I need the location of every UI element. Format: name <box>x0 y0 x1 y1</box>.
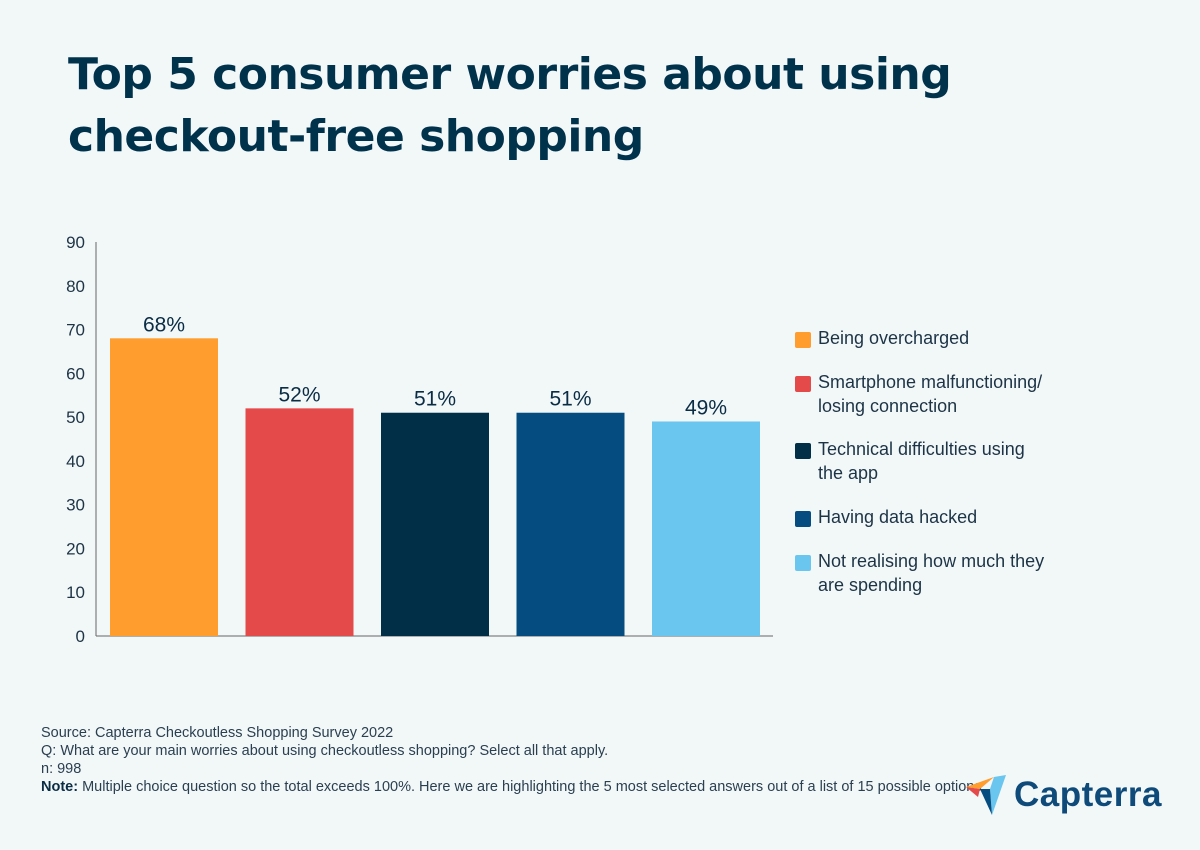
data-label: 68% <box>143 313 185 336</box>
bar <box>110 338 218 636</box>
y-tick-label: 0 <box>76 627 85 646</box>
question-text: Q: What are your main worries about usin… <box>41 743 609 759</box>
y-tick-label: 80 <box>66 277 85 296</box>
data-label: 51% <box>549 388 591 411</box>
source-text: Source: Capterra Checkoutless Shopping S… <box>41 725 394 741</box>
legend-item: Being overcharged <box>795 326 1095 350</box>
y-tick-label: 60 <box>66 364 85 383</box>
note-text: Note: Multiple choice question so the to… <box>41 778 986 796</box>
bar <box>381 412 489 636</box>
y-tick-label: 10 <box>66 583 85 602</box>
legend-swatch <box>795 555 811 571</box>
legend-swatch <box>795 332 811 348</box>
bar <box>516 412 625 636</box>
legend-label: Technical difficulties using the app <box>818 439 1025 483</box>
data-label: 51% <box>414 388 456 411</box>
bar <box>652 421 760 636</box>
legend-label: Being overcharged <box>818 328 970 348</box>
legend-item: Having data hacked <box>795 505 1095 529</box>
bar <box>245 408 354 636</box>
data-label: 52% <box>278 383 320 406</box>
y-tick-label: 70 <box>66 321 85 340</box>
legend-item: Technical difficulties using the app <box>795 437 1095 485</box>
legend-label: Having data hacked <box>818 507 978 527</box>
footer-notes: Source: Capterra Checkoutless Shopping S… <box>41 724 986 796</box>
data-label: 49% <box>685 396 727 419</box>
y-tick-label: 90 <box>66 233 85 252</box>
capterra-arrow-icon <box>966 775 1006 815</box>
sample-size: n: 998 <box>41 761 82 777</box>
capterra-logo: Capterra <box>966 775 1162 815</box>
y-tick-label: 30 <box>66 496 85 515</box>
legend-item: Smartphone malfunctioning/ losing connec… <box>795 370 1095 418</box>
legend-swatch <box>795 443 811 459</box>
logo-text: Capterra <box>1014 775 1162 814</box>
y-tick-label: 40 <box>66 452 85 471</box>
chart-title: Top 5 consumer worries about using check… <box>68 49 952 162</box>
legend-label: Smartphone malfunctioning/ losing connec… <box>818 372 1043 416</box>
y-tick-label: 20 <box>66 539 85 558</box>
legend-item: Not realising how much they are spending <box>795 549 1095 597</box>
y-tick-label: 50 <box>66 408 85 427</box>
legend-label: Not realising how much they are spending <box>818 551 1045 595</box>
note-label: Note: <box>41 779 79 795</box>
legend-swatch <box>795 376 811 392</box>
note-body: Multiple choice question so the total ex… <box>78 779 986 795</box>
legend-swatch <box>795 511 811 527</box>
